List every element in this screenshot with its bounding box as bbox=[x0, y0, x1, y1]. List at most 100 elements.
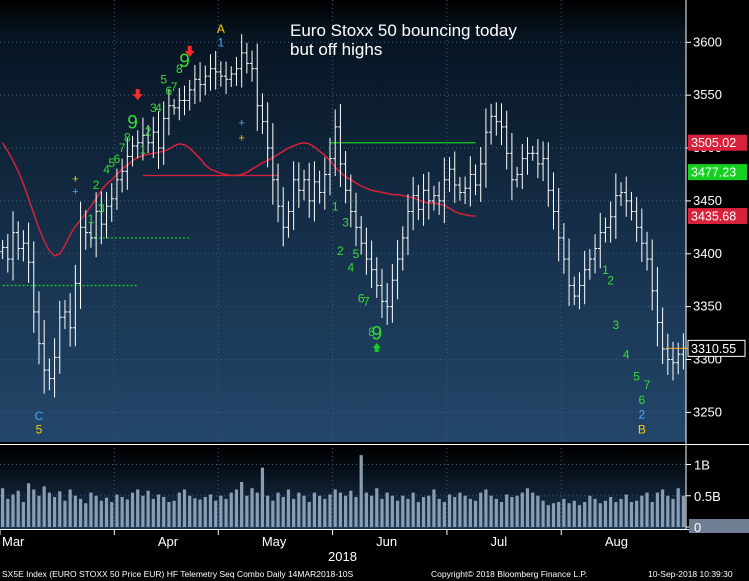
sequence-label: 4 bbox=[103, 162, 110, 176]
ohlc-bar bbox=[416, 184, 421, 221]
volume-bar bbox=[640, 495, 644, 527]
volume-bar bbox=[89, 492, 93, 527]
ohlc-bar bbox=[644, 231, 650, 271]
ohlc-bar bbox=[504, 110, 509, 170]
volume-bar bbox=[427, 495, 431, 527]
sequence-label: 6 bbox=[358, 291, 365, 305]
volume-bar bbox=[479, 492, 483, 527]
volume-bar bbox=[624, 494, 628, 527]
ohlc-bar bbox=[618, 182, 624, 206]
ohlc-bar bbox=[483, 108, 489, 188]
sequence-label: 2 bbox=[638, 408, 645, 422]
ohlc-bar bbox=[327, 137, 333, 196]
ohlc-bar bbox=[535, 139, 541, 179]
volume-bar bbox=[442, 502, 446, 527]
volume-bar bbox=[58, 491, 62, 527]
ohlc-bar bbox=[109, 183, 114, 222]
ohlc-bar bbox=[431, 185, 437, 211]
ohlc-bar bbox=[26, 222, 31, 283]
ohlc-bar bbox=[151, 116, 156, 159]
volume-bar bbox=[437, 498, 441, 527]
volume-bar bbox=[234, 489, 239, 527]
volume-bar bbox=[635, 500, 639, 527]
volume-tick-label: 0.5B bbox=[694, 489, 721, 504]
ohlc-bar bbox=[525, 137, 530, 175]
sequence-label: 7 bbox=[363, 295, 370, 309]
volume-bar bbox=[32, 489, 36, 527]
volume-bar bbox=[629, 502, 634, 527]
volume-bar bbox=[546, 505, 550, 527]
volume-bar bbox=[224, 498, 228, 527]
sequence-label: + bbox=[72, 174, 78, 186]
ohlc-bar bbox=[203, 65, 208, 96]
sequence-label: 1 bbox=[88, 212, 95, 226]
volume-bar bbox=[214, 500, 218, 527]
volume-bar bbox=[354, 497, 358, 527]
volume-bar bbox=[567, 503, 571, 527]
sequence-label: 9 bbox=[179, 51, 190, 72]
sequence-label: + bbox=[238, 118, 244, 130]
sequence-label: 7 bbox=[171, 80, 178, 94]
sequence-label: 1 bbox=[602, 263, 609, 277]
ohlc-bar bbox=[99, 191, 104, 245]
sequence-label: 3 bbox=[150, 101, 157, 115]
volume-bar bbox=[603, 500, 608, 527]
volume-bar bbox=[240, 482, 244, 527]
ohlc-bar bbox=[36, 291, 42, 365]
volume-bar bbox=[182, 489, 187, 527]
ohlc-bar bbox=[307, 162, 312, 218]
volume-bar bbox=[619, 498, 623, 527]
volume-bar bbox=[416, 502, 420, 527]
ohlc-bar bbox=[624, 176, 629, 217]
ohlc-bar bbox=[244, 42, 250, 74]
annotation-line-2: but off highs bbox=[290, 40, 382, 59]
volume-bar bbox=[167, 502, 171, 527]
ohlc-bar bbox=[135, 130, 140, 159]
volume-bar bbox=[11, 494, 15, 527]
ohlc-bar bbox=[379, 268, 385, 319]
ohlc-bar bbox=[457, 176, 463, 201]
volume-bar bbox=[385, 492, 389, 527]
ohlc-bar bbox=[514, 166, 520, 188]
sequence-label: 4 bbox=[155, 101, 162, 115]
footer-index: SX5E Index (EURO STOXX 50 Price EUR) HF … bbox=[2, 569, 353, 579]
ohlc-bar bbox=[47, 358, 52, 391]
sequence-label: 9 bbox=[371, 324, 382, 345]
ohlc-bar bbox=[249, 50, 255, 82]
volume-bar bbox=[99, 500, 103, 527]
sequence-label: 7 bbox=[119, 141, 126, 155]
volume-bar bbox=[349, 490, 353, 527]
ohlc-bar bbox=[410, 176, 416, 231]
y-tick-label: 3350 bbox=[693, 299, 722, 314]
sequence-label: 3 bbox=[98, 202, 105, 216]
sequence-label: + bbox=[238, 132, 244, 144]
ohlc-bar bbox=[260, 93, 265, 135]
ohlc-bar bbox=[488, 103, 494, 145]
ohlc-bar bbox=[301, 169, 307, 201]
ohlc-bar bbox=[556, 187, 561, 262]
ohlc-bar bbox=[296, 162, 302, 208]
ohlc-bar bbox=[62, 300, 68, 330]
ohlc-bar bbox=[187, 79, 192, 111]
volume-bar bbox=[37, 495, 41, 527]
ohlc-bar bbox=[286, 201, 291, 238]
ohlc-bar bbox=[0, 240, 5, 260]
volume-bar bbox=[572, 500, 576, 527]
ohlc-bar bbox=[395, 240, 400, 300]
volume-zero-tag bbox=[689, 519, 749, 533]
ohlc-bar bbox=[234, 56, 239, 86]
ohlc-bar bbox=[78, 201, 83, 310]
y-tick-label: 3600 bbox=[693, 34, 722, 49]
sequence-label: 4 bbox=[347, 261, 354, 275]
volume-bar bbox=[245, 495, 249, 527]
month-label: Mar bbox=[2, 534, 25, 549]
ohlc-bar bbox=[229, 66, 234, 87]
ohlc-bar bbox=[57, 300, 62, 374]
volume-bar bbox=[551, 503, 556, 527]
sequence-label: 8 bbox=[176, 62, 183, 76]
volume-bar bbox=[255, 492, 259, 527]
volume-bar bbox=[130, 492, 135, 527]
ohlc-bar bbox=[177, 88, 182, 121]
ohlc-bar bbox=[608, 201, 613, 243]
sequence-label: 5 bbox=[108, 156, 115, 170]
